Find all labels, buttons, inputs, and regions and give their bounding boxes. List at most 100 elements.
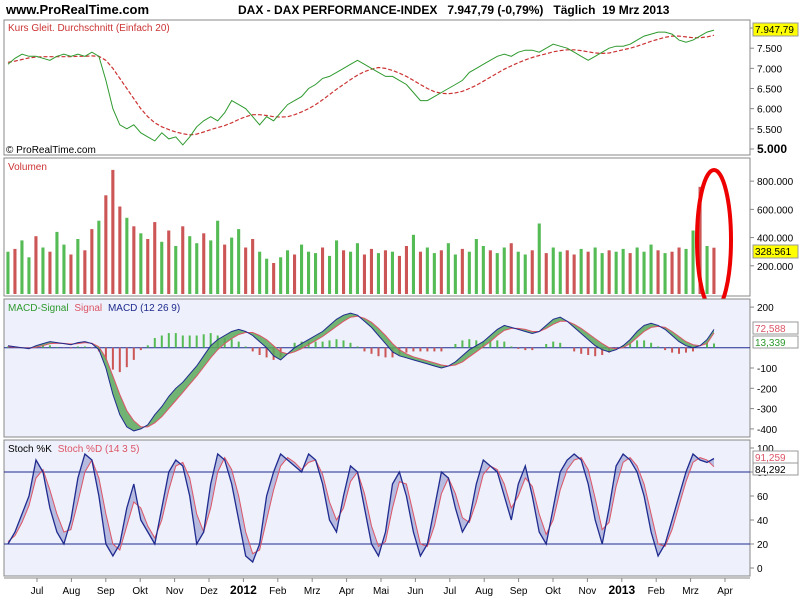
macd-histogram-bar xyxy=(321,341,324,348)
x-tick-label: Aug xyxy=(63,586,81,597)
x-tick-label: Apr xyxy=(717,586,733,597)
volume-bar xyxy=(335,240,339,294)
volume-bar xyxy=(404,246,408,294)
signal-last-value: 72,588 xyxy=(755,324,786,335)
volume-bar xyxy=(41,247,45,294)
macd-histogram-bar xyxy=(153,338,156,348)
volume-bar xyxy=(34,236,38,294)
macd-histogram-bar xyxy=(265,347,268,358)
volume-bar xyxy=(607,250,611,294)
volume-bar xyxy=(48,251,52,294)
macd-histogram-bar xyxy=(419,347,422,352)
macd-histogram-bar xyxy=(580,347,583,354)
macd-histogram-bar xyxy=(412,347,415,352)
volume-bar xyxy=(328,255,332,294)
macd-last-badge xyxy=(752,335,799,349)
volume-bar xyxy=(293,254,297,294)
stoch-panel: Stoch %K Stoch %D (14 3 5) 100806040200 … xyxy=(3,439,799,577)
stoch-d-last-value: 91,259 xyxy=(755,453,786,464)
volume-bar xyxy=(670,251,674,294)
macd-histogram-bar xyxy=(230,339,233,348)
stoch-d-line xyxy=(7,456,715,555)
volume-bar xyxy=(418,251,422,294)
macd-signal-last-badge xyxy=(752,321,799,335)
macd-histogram-bar xyxy=(531,347,534,351)
price-tick-label: 6.500 xyxy=(757,85,782,96)
macd-histogram-bar xyxy=(629,342,632,348)
volume-bar xyxy=(174,246,178,294)
x-tick-label: Okt xyxy=(132,586,148,597)
volume-bar xyxy=(342,250,346,294)
volume-bar xyxy=(691,230,695,294)
volume-bar xyxy=(656,250,660,294)
macd-histogram-bar xyxy=(356,346,359,348)
x-tick-label: Feb xyxy=(269,586,287,597)
macd-histogram-bar xyxy=(573,347,576,352)
volume-bar xyxy=(132,226,136,294)
macd-line xyxy=(7,312,715,432)
macd-legend-macd-signal: MACD-Signal xyxy=(8,303,69,314)
macd-histogram-bar xyxy=(181,335,184,348)
macd-histogram-bar xyxy=(174,333,177,348)
x-tick-label: Feb xyxy=(648,586,666,597)
volume-bar xyxy=(481,246,485,294)
macd-histogram-bar xyxy=(433,347,436,352)
macd-histogram-bar xyxy=(545,344,548,348)
stoch-tick-label: 100 xyxy=(757,444,774,455)
x-tick-label: Mrz xyxy=(304,586,321,597)
macd-histogram-bar xyxy=(335,339,338,348)
volume-bar xyxy=(439,250,443,294)
stoch-k-last-value: 84,292 xyxy=(755,465,786,476)
macd-tick-label: 200 xyxy=(757,303,774,314)
volume-bar xyxy=(411,234,415,294)
moving-average-line xyxy=(7,34,715,136)
stoch-tick-label: 20 xyxy=(757,540,769,551)
volume-bar xyxy=(432,253,436,294)
macd-histogram-bar xyxy=(643,340,646,348)
volume-bar xyxy=(600,253,604,294)
volume-bar xyxy=(76,239,80,294)
macd-histogram-bar xyxy=(342,340,345,348)
volume-bar xyxy=(558,251,562,294)
volume-bar xyxy=(642,251,646,294)
instrument-title: DAX - DAX PERFORMANCE-INDEX 7.947,79 (-0… xyxy=(238,3,670,17)
volume-bar xyxy=(474,239,478,294)
volume-bar xyxy=(20,240,24,294)
x-tick-label: Mai xyxy=(373,586,389,597)
volume-bar xyxy=(272,263,276,294)
macd-histogram-bar xyxy=(48,345,51,348)
volume-tick-label: 600.000 xyxy=(757,205,794,216)
macd-histogram-bar xyxy=(258,347,261,355)
price-tick-label: 5.000 xyxy=(757,142,787,156)
volume-bar xyxy=(509,243,513,294)
x-tick-label: Mrz xyxy=(682,586,699,597)
volume-bar xyxy=(153,222,157,294)
x-tick-label: 2012 xyxy=(230,583,257,597)
volume-bar xyxy=(446,243,450,294)
volume-bar xyxy=(530,250,534,294)
volume-bar xyxy=(265,258,269,294)
site-name[interactable]: www.ProRealTime.com xyxy=(5,2,149,17)
x-tick-label: Dez xyxy=(200,586,218,597)
volume-bar xyxy=(376,253,380,294)
macd-histogram-bar xyxy=(671,347,674,353)
volume-bar xyxy=(635,247,639,294)
x-tick-label: Jul xyxy=(31,586,44,597)
x-tick-label: Nov xyxy=(166,586,184,597)
x-tick-label: Nov xyxy=(579,586,597,597)
volume-bar xyxy=(181,226,185,294)
macd-histogram-bar xyxy=(209,333,212,348)
volume-last-badge xyxy=(752,244,799,259)
volume-bar xyxy=(90,229,94,294)
macd-histogram-bar xyxy=(685,347,687,353)
volume-bar xyxy=(279,257,283,294)
macd-histogram-bar xyxy=(202,334,205,348)
volume-bar xyxy=(390,251,394,294)
volume-bar xyxy=(628,253,632,294)
macd-histogram-bar xyxy=(384,347,387,358)
macd-histogram-bar xyxy=(517,347,520,349)
volume-bar xyxy=(258,251,262,294)
price-tick-label: 5.500 xyxy=(757,125,782,136)
macd-panel: MACD-Signal Signal MACD (12 26 9) 200 -10… xyxy=(3,298,799,438)
